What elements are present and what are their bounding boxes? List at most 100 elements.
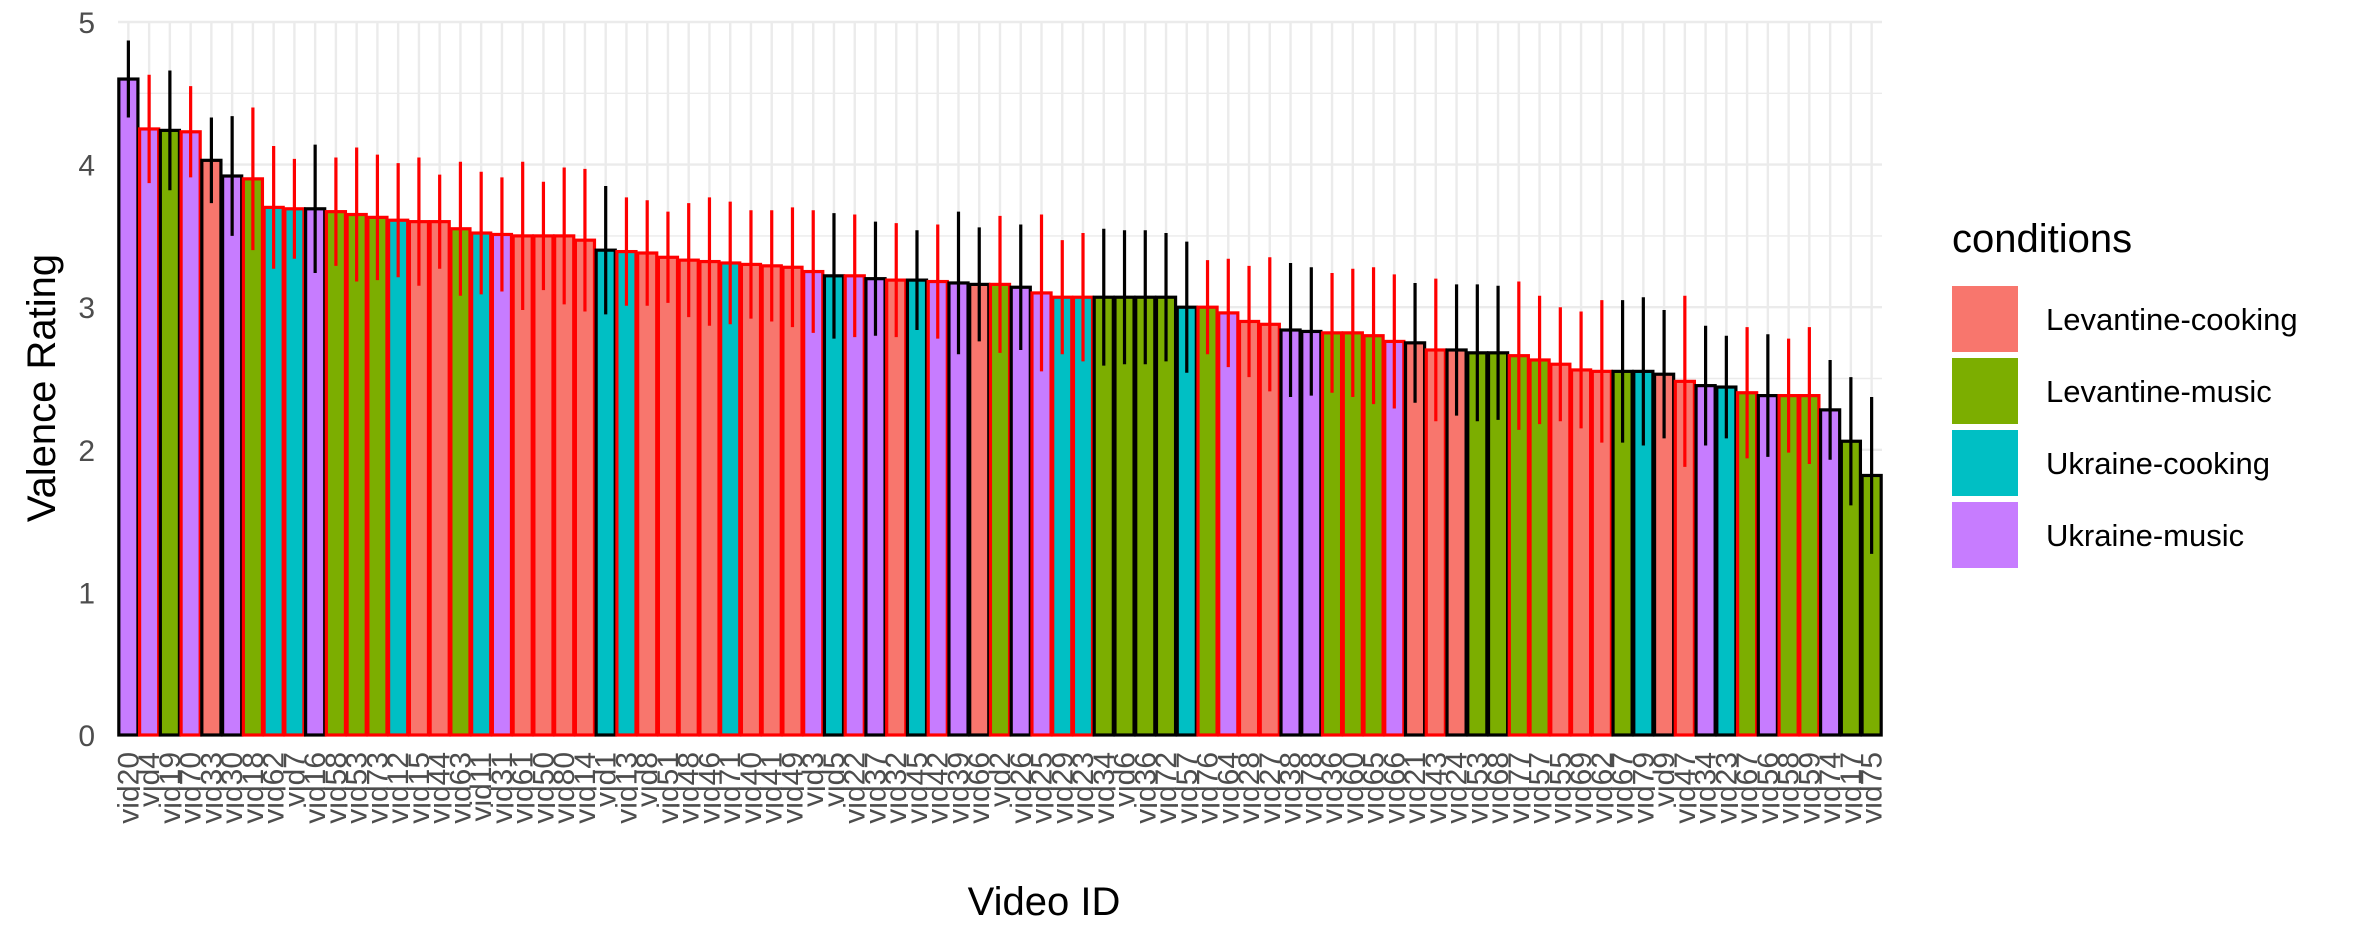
x-tick-label: vid12 — [382, 752, 415, 824]
bar-vid18 — [241, 177, 265, 737]
x-tick-label: vid24 — [1441, 752, 1474, 824]
x-tick-label: vid29 — [1046, 752, 1079, 824]
legend-label: Levantine-music — [2046, 374, 2272, 409]
x-tick-label: vid42 — [922, 752, 955, 824]
x-tick-label: vid27 — [1254, 752, 1287, 824]
bar-vid53 — [345, 212, 368, 737]
x-tick-label: vid33 — [195, 752, 228, 824]
x-tick-label: vid20 — [112, 752, 145, 824]
x-axis-title: Video ID — [968, 880, 1121, 924]
x-ticks-layer: vid20vid4vid19vid70vid33vid30vid18vid62v… — [112, 752, 1888, 824]
bar-vid58 — [324, 210, 348, 737]
bar-vid8 — [636, 251, 659, 737]
bar-vid16 — [304, 207, 327, 737]
x-tick-label: vid28 — [1233, 752, 1266, 824]
bar-vid29 — [1051, 295, 1074, 737]
y-tick-label: 0 — [78, 720, 95, 753]
x-tick-label: vid34 — [1690, 752, 1723, 824]
y-tick-label: 2 — [78, 435, 95, 468]
x-tick-label: vid65 — [1358, 752, 1391, 824]
x-tick-label: vid59 — [1793, 752, 1826, 824]
x-tick-label: vid40 — [735, 752, 768, 824]
legend-key — [1952, 358, 2018, 424]
x-tick-label: vid32 — [880, 752, 913, 824]
x-tick-label: vid51 — [652, 752, 685, 824]
x-tick-label: vid45 — [901, 752, 934, 824]
x-tick-label: vid18 — [237, 752, 270, 824]
x-tick-label: vid46 — [693, 752, 726, 824]
x-tick-label: vid37 — [859, 752, 892, 824]
x-tick-label: vid31 — [486, 752, 519, 824]
bar-vid14 — [573, 238, 597, 737]
bar-vid20 — [117, 77, 140, 737]
bar-vid7 — [283, 207, 306, 737]
x-tick-label: vid62 — [258, 752, 291, 824]
x-tick-label: vid17 — [1835, 752, 1868, 824]
x-tick-label: vid71 — [714, 752, 747, 824]
x-tick-label: vid70 — [175, 752, 208, 824]
y-tick-label: 3 — [78, 292, 95, 325]
bar-vid49 — [781, 265, 804, 737]
x-tick-label: vid66 — [1378, 752, 1411, 824]
bar-vid12 — [387, 218, 410, 737]
bar-vid13 — [615, 249, 638, 737]
x-tick-label: vid9 — [1648, 752, 1681, 807]
x-tick-label: vid75 — [1856, 752, 1889, 824]
y-axis-title: Valence Rating — [20, 254, 64, 522]
bar-vid71 — [719, 261, 742, 737]
x-tick-label: vid13 — [610, 752, 643, 824]
x-tick-label: vid44 — [424, 752, 457, 824]
x-tick-label: vid60 — [1337, 752, 1370, 824]
bar-vid70 — [179, 130, 202, 737]
x-tick-label: vid73 — [361, 752, 394, 824]
legend-key — [1952, 286, 2018, 352]
x-tick-label: vid63 — [444, 752, 477, 824]
x-tick-label: vid19 — [154, 752, 187, 824]
bar-vid11 — [470, 231, 493, 737]
x-tick-label: vid8 — [631, 752, 664, 807]
x-tick-label: vid16 — [299, 752, 332, 824]
x-tick-label: vid41 — [756, 752, 789, 824]
bars-layer — [117, 77, 1883, 737]
x-tick-label: vid55 — [1544, 752, 1577, 824]
bar-vid23b — [1715, 385, 1738, 737]
x-tick-label: vid57 — [1524, 752, 1557, 824]
legend-label: Levantine-cooking — [2046, 302, 2298, 337]
x-tick-label: vid36 — [1316, 752, 1349, 824]
bar-vid62 — [262, 205, 285, 737]
x-tick-label: vid77 — [1503, 752, 1536, 824]
x-tick-label: vid1 — [590, 752, 623, 807]
x-tick-label: vid66 — [963, 752, 996, 824]
x-tick-label: vid58 — [320, 752, 353, 824]
bar-vid4 — [137, 127, 161, 737]
bar-vid31 — [490, 232, 514, 737]
bar-vid44 — [428, 220, 451, 737]
bar-vid42 — [926, 279, 949, 737]
x-tick-label: vid38 — [1275, 752, 1308, 824]
legend-label: Ukraine-cooking — [2046, 446, 2270, 481]
bar-vid19 — [158, 128, 182, 737]
x-tick-label: vid43 — [1420, 752, 1453, 824]
bar-vid3 — [802, 269, 825, 737]
bar-vid72 — [1154, 295, 1178, 737]
bar-vid80 — [553, 234, 576, 737]
bar-vid15 — [407, 220, 431, 737]
x-tick-label: vid58 — [1773, 752, 1806, 824]
x-tick-label: vid53 — [1461, 752, 1494, 824]
bar-vid73 — [366, 215, 389, 737]
x-tick-label: vid34 — [1088, 752, 1121, 824]
bar-vid46 — [698, 259, 721, 737]
x-tick-label: vid69 — [1565, 752, 1598, 824]
x-tick-label: vid3 — [797, 752, 830, 807]
bar-vid33 — [200, 158, 223, 737]
x-tick-label: vid4 — [133, 752, 166, 807]
x-tick-label: vid74 — [1814, 752, 1847, 824]
bar-vid64 — [1217, 311, 1240, 737]
x-tick-label: vid48 — [673, 752, 706, 824]
bar-vid40 — [739, 262, 763, 737]
x-tick-label: vid22 — [839, 752, 872, 824]
x-tick-label: vid68 — [1482, 752, 1515, 824]
bar-vid48 — [677, 258, 700, 737]
